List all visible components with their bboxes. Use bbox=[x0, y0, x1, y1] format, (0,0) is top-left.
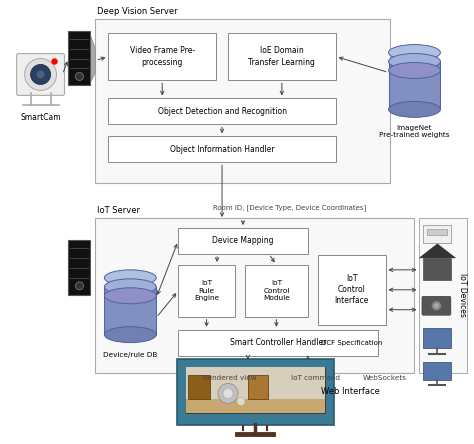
Circle shape bbox=[75, 282, 83, 290]
Text: IoT Devices: IoT Devices bbox=[458, 274, 467, 317]
Text: ImageNet
Pre-trained weights: ImageNet Pre-trained weights bbox=[379, 125, 450, 138]
Circle shape bbox=[237, 397, 245, 405]
Circle shape bbox=[431, 301, 441, 311]
Bar bbox=[318, 255, 385, 325]
Ellipse shape bbox=[104, 327, 156, 343]
Bar bbox=[178, 329, 378, 356]
Circle shape bbox=[36, 71, 45, 79]
Text: Web Interface: Web Interface bbox=[321, 388, 380, 396]
Bar bbox=[419, 218, 467, 373]
Bar bbox=[423, 361, 451, 380]
Circle shape bbox=[218, 384, 238, 404]
Bar bbox=[423, 328, 451, 348]
Circle shape bbox=[31, 64, 51, 84]
FancyBboxPatch shape bbox=[177, 359, 334, 425]
Bar bbox=[428, 229, 447, 235]
Polygon shape bbox=[423, 258, 451, 280]
Text: Smart Controller Handler: Smart Controller Handler bbox=[230, 338, 326, 347]
Text: IoT
Control
Module: IoT Control Module bbox=[263, 280, 290, 301]
Text: Rendered view: Rendered view bbox=[203, 374, 257, 381]
Bar bbox=[186, 400, 325, 413]
FancyBboxPatch shape bbox=[422, 296, 451, 315]
Ellipse shape bbox=[389, 101, 440, 117]
Bar bbox=[178, 265, 235, 317]
Circle shape bbox=[25, 59, 56, 91]
Polygon shape bbox=[91, 36, 95, 83]
Circle shape bbox=[75, 72, 83, 80]
Text: IoT
Control
Interface: IoT Control Interface bbox=[335, 274, 369, 305]
Bar bbox=[109, 32, 216, 80]
Bar bbox=[248, 375, 268, 400]
Ellipse shape bbox=[389, 44, 440, 60]
Bar bbox=[389, 60, 440, 109]
Bar bbox=[69, 240, 91, 295]
Polygon shape bbox=[419, 244, 456, 258]
Ellipse shape bbox=[389, 54, 440, 69]
Circle shape bbox=[223, 388, 233, 398]
Ellipse shape bbox=[104, 270, 156, 286]
Bar bbox=[95, 19, 390, 183]
Bar bbox=[423, 225, 451, 243]
Text: Object Detection and Recognition: Object Detection and Recognition bbox=[157, 107, 287, 116]
Bar bbox=[69, 31, 91, 85]
Text: Device Mapping: Device Mapping bbox=[212, 237, 273, 246]
FancyBboxPatch shape bbox=[17, 54, 64, 95]
Ellipse shape bbox=[104, 288, 156, 304]
Bar bbox=[178, 228, 308, 254]
Text: IoT
Rule
Engine: IoT Rule Engine bbox=[194, 280, 219, 301]
Text: IoE Domain
Transfer Learning: IoE Domain Transfer Learning bbox=[248, 47, 315, 67]
Text: Room ID, [Device Type, Device Coordinates]: Room ID, [Device Type, Device Coordinate… bbox=[213, 205, 366, 211]
Ellipse shape bbox=[389, 63, 440, 79]
Text: Object Information Handler: Object Information Handler bbox=[170, 145, 274, 154]
Circle shape bbox=[434, 303, 439, 308]
Text: SmartCam: SmartCam bbox=[20, 113, 61, 122]
Text: Device/rule DB: Device/rule DB bbox=[103, 352, 157, 357]
Text: IoT Server: IoT Server bbox=[98, 206, 140, 215]
Bar bbox=[228, 32, 336, 80]
Ellipse shape bbox=[104, 279, 156, 295]
Text: IoT command: IoT command bbox=[291, 374, 340, 381]
Bar bbox=[109, 99, 336, 124]
Bar bbox=[109, 136, 336, 162]
Circle shape bbox=[52, 59, 57, 64]
Text: OCF Specification: OCF Specification bbox=[321, 340, 383, 345]
Bar bbox=[186, 367, 325, 400]
Bar bbox=[95, 218, 414, 373]
Text: Video Frame Pre-
processing: Video Frame Pre- processing bbox=[130, 47, 195, 67]
Text: WebSockets: WebSockets bbox=[363, 374, 407, 381]
Bar bbox=[245, 265, 308, 317]
Bar bbox=[104, 286, 156, 335]
Bar bbox=[186, 367, 325, 413]
Text: Deep Vision Server: Deep Vision Server bbox=[98, 7, 178, 16]
Bar bbox=[188, 375, 210, 400]
